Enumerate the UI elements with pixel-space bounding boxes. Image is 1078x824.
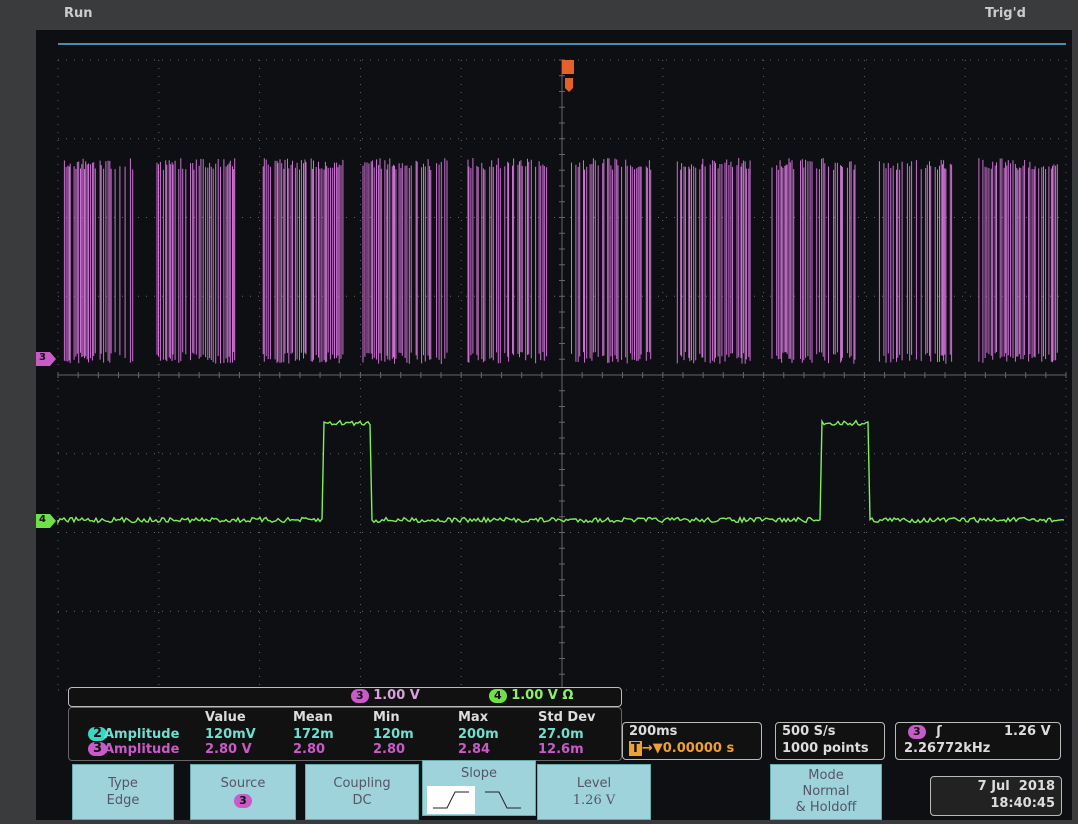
trigger-box: 3 ʃ 1.26 V 2.26772kHz <box>895 722 1061 760</box>
mode-extra: & Holdoff <box>771 800 881 816</box>
measurement-value: 27.0m <box>538 727 584 742</box>
source-button[interactable]: Source 3 <box>190 764 296 820</box>
falling-icon <box>485 792 521 808</box>
type-label: Type <box>73 775 173 792</box>
timebase-position: 0.00000 s <box>663 741 734 756</box>
acquisition-box: 500 S/s 1000 points <box>775 722 885 760</box>
type-value: Edge <box>73 792 173 809</box>
trigger-slope-icon: ʃ <box>936 724 941 739</box>
measurement-value: 200m <box>458 727 499 742</box>
measurement-header: Std Dev <box>538 710 596 725</box>
ch4-waveform <box>58 421 1064 523</box>
level-value: 1.26 V <box>538 792 650 809</box>
mode-label: Mode <box>771 768 881 784</box>
slope-icons <box>423 782 535 814</box>
measurement-value: 2.80 <box>293 742 325 757</box>
measurement-value: 120mV <box>205 727 256 742</box>
measurement-header: Max <box>458 710 488 725</box>
run-status: Run <box>64 6 93 21</box>
timebase-scale: 200ms <box>629 724 677 739</box>
ch4-badge: 4 <box>489 689 507 703</box>
level-label: Level <box>538 775 650 792</box>
mode-value: Normal <box>771 784 881 800</box>
source-label: Source <box>191 775 295 792</box>
datetime-box: 7 Jul 2018 18:40:45 <box>930 776 1062 816</box>
measurement-header: Mean <box>293 710 333 725</box>
scale-bar: 3 1.00 V 4 1.00 V Ω <box>68 687 622 707</box>
trigger-pos-icon: T <box>629 741 642 756</box>
time: 18:40:45 <box>990 796 1055 811</box>
ch3-marker: 3 <box>39 352 46 363</box>
ch3-waveform <box>64 158 1057 364</box>
trigger-level: 1.26 V <box>1004 724 1051 739</box>
measurement-value: 2.84 <box>458 742 490 757</box>
oscilloscope: Run Trig'd 3 4 3 1.00 V 4 1.00 V Ω 200ms… <box>0 0 1078 824</box>
source-value: 3 <box>234 794 252 808</box>
ch3-scale: 1.00 V <box>373 688 420 703</box>
measurement-value: 120m <box>373 727 414 742</box>
measurement-header: Value <box>205 710 246 725</box>
ch4-scale: 1.00 V Ω <box>511 688 573 703</box>
grid <box>58 60 1066 690</box>
slope-button[interactable]: Slope <box>422 760 536 816</box>
ch4-marker: 4 <box>39 514 46 525</box>
measurement-header: Min <box>373 710 400 725</box>
record-length: 1000 points <box>782 741 869 756</box>
slope-label: Slope <box>423 765 535 782</box>
measurement-name: Amplitude <box>104 727 179 742</box>
measurement-value: 172m <box>293 727 334 742</box>
trigger-status: Trig'd <box>985 6 1026 21</box>
measurement-value: 12.6m <box>538 742 584 757</box>
sample-rate: 500 S/s <box>782 724 836 739</box>
date: 7 Jul 2018 <box>978 779 1055 794</box>
measurement-name: Amplitude <box>104 742 179 757</box>
measurement-value: 2.80 V <box>205 742 252 757</box>
trigger-channel: 3 <box>908 725 926 739</box>
trigger-frequency: 2.26772kHz <box>904 741 990 756</box>
coupling-value: DC <box>306 792 418 809</box>
timebase-box: 200ms T→▼0.00000 s <box>622 722 762 760</box>
coupling-label: Coupling <box>306 775 418 792</box>
measurement-value: 2.80 <box>373 742 405 757</box>
ch3-badge: 3 <box>351 689 369 703</box>
